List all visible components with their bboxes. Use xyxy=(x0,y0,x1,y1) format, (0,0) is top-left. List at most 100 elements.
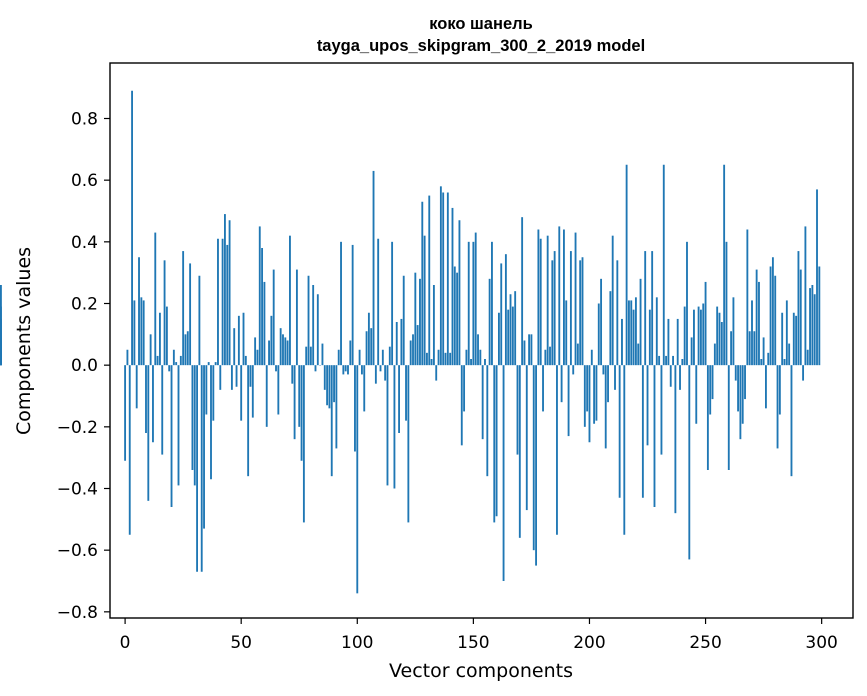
bar-28 xyxy=(189,263,192,366)
bar-127 xyxy=(419,278,421,366)
bar-148 xyxy=(467,241,470,366)
bar-30 xyxy=(193,365,196,486)
bar-264 xyxy=(737,365,739,412)
bar-167 xyxy=(511,306,514,366)
bar-272 xyxy=(755,269,758,366)
bar-107 xyxy=(372,170,375,366)
bar-139 xyxy=(446,192,449,366)
bar-2 xyxy=(128,365,131,535)
y-tick-label-7: 0.6 xyxy=(71,171,98,191)
bar-17 xyxy=(163,260,166,366)
bar-267 xyxy=(744,365,746,400)
bar-263 xyxy=(734,365,737,381)
bar-169 xyxy=(516,365,519,455)
bar-54 xyxy=(249,365,252,387)
bar-171 xyxy=(521,217,524,366)
bar-66 xyxy=(277,365,280,415)
bar-38 xyxy=(212,365,215,421)
bar-256 xyxy=(718,312,721,366)
x-tick-label-0: 0 xyxy=(120,633,131,653)
bars-group xyxy=(0,90,821,594)
bar-274 xyxy=(760,359,763,366)
bar-192 xyxy=(569,251,572,366)
bar-238 xyxy=(676,318,679,366)
bar-133 xyxy=(432,285,435,366)
bar-82 xyxy=(314,365,317,372)
bar-164 xyxy=(504,254,507,366)
y-tick-label-6: 0.4 xyxy=(71,233,98,253)
bar-211 xyxy=(614,365,616,390)
bar-292 xyxy=(802,365,805,381)
bar-91 xyxy=(335,365,338,449)
bar-226 xyxy=(648,309,651,366)
bar-216 xyxy=(625,164,628,366)
bar-295 xyxy=(809,288,811,366)
bar-81 xyxy=(312,285,315,366)
bar-23 xyxy=(177,365,180,486)
bar-243 xyxy=(688,365,691,560)
bar-251 xyxy=(706,365,709,470)
bar-234 xyxy=(667,318,670,366)
bar-186 xyxy=(556,365,558,535)
bar-247 xyxy=(697,306,700,366)
bar-298 xyxy=(816,189,818,366)
bar-41 xyxy=(219,365,222,390)
bar-65 xyxy=(275,365,277,372)
bar-146 xyxy=(463,365,466,412)
bar-282 xyxy=(778,365,781,415)
bar-29 xyxy=(191,365,194,470)
plot-frame xyxy=(109,62,854,619)
bar-297 xyxy=(813,294,816,366)
bar-212 xyxy=(616,260,619,366)
y-tick-label-2: −0.4 xyxy=(57,480,98,500)
bar-202 xyxy=(593,365,596,424)
chart-title: коко шанель xyxy=(429,15,533,33)
bar-270 xyxy=(751,300,753,366)
bar-68 xyxy=(282,334,284,366)
bar-271 xyxy=(753,331,756,366)
bar-43 xyxy=(224,214,226,366)
bar-44 xyxy=(226,244,229,366)
bar-140 xyxy=(449,352,452,366)
bar-214 xyxy=(621,318,623,366)
bar-92 xyxy=(337,349,340,366)
bar-209 xyxy=(609,291,612,366)
bar-191 xyxy=(567,365,570,437)
bar-286 xyxy=(788,343,791,366)
bar-112 xyxy=(384,365,387,381)
bar-11 xyxy=(149,334,152,366)
bar-172 xyxy=(523,340,526,366)
bar-118 xyxy=(398,365,400,433)
bar-155 xyxy=(484,359,486,366)
bar-277 xyxy=(767,352,770,366)
bar-78 xyxy=(305,346,308,366)
bar-210 xyxy=(611,235,614,366)
bar-228 xyxy=(653,365,656,507)
bar-249 xyxy=(702,303,705,366)
bar-36 xyxy=(207,362,210,366)
bar-231 xyxy=(660,365,663,455)
bar-198 xyxy=(583,365,586,427)
bar-179 xyxy=(539,238,542,366)
bar-13 xyxy=(154,232,157,366)
bar-195 xyxy=(576,343,579,366)
bar-240 xyxy=(681,359,684,366)
bar-181 xyxy=(544,349,547,366)
bar-114 xyxy=(388,346,391,366)
bar-22 xyxy=(175,362,178,366)
bar-50 xyxy=(240,365,243,421)
bar-32 xyxy=(198,275,201,366)
bar-96 xyxy=(347,365,349,375)
bar-180 xyxy=(542,365,544,412)
bar-237 xyxy=(674,365,677,514)
bar-232 xyxy=(662,164,665,366)
bar-153 xyxy=(479,349,482,366)
bar-5 xyxy=(135,365,138,409)
bar-124 xyxy=(412,334,414,366)
bar-244 xyxy=(690,337,693,366)
bar-130 xyxy=(426,352,428,366)
bar-289 xyxy=(795,315,798,366)
bar-152 xyxy=(477,334,479,366)
bar-156 xyxy=(486,365,489,477)
